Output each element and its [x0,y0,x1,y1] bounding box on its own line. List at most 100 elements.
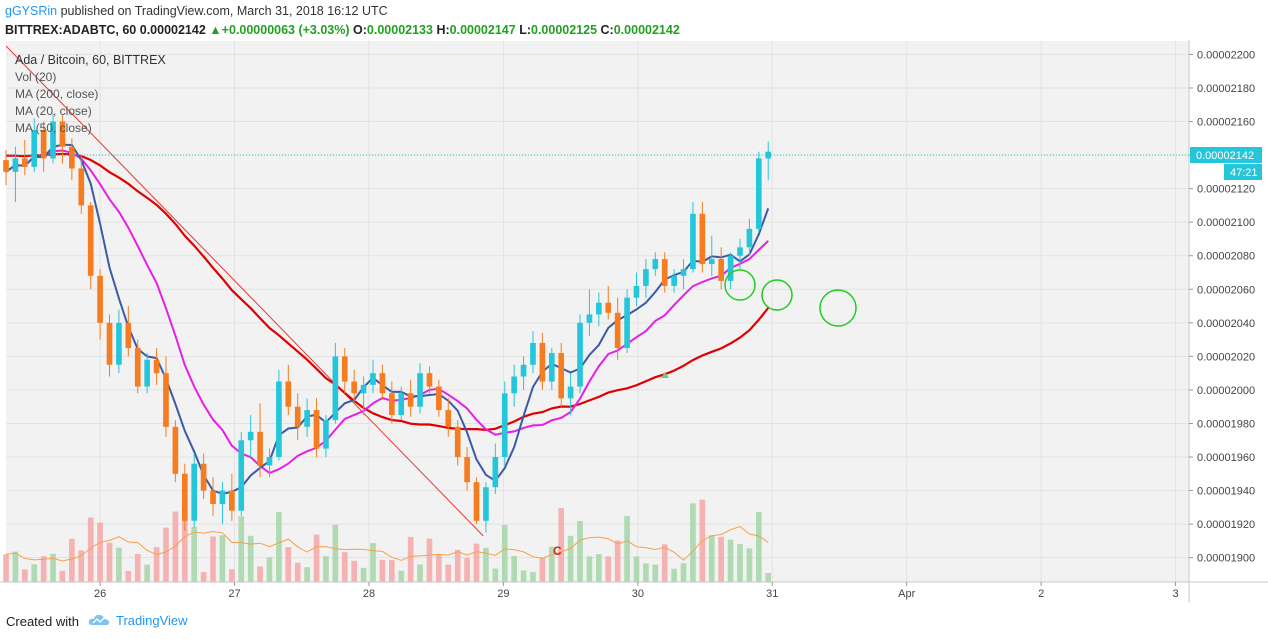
price-chart[interactable]: C Ada / Bitcoin, 60, BITTREX Vol (20) MA… [0,40,1268,603]
y-tick-label: 0.00002060 [1197,284,1255,296]
candle-body [294,406,301,427]
candle-body [125,322,132,348]
candle-body [652,259,659,270]
tradingview-cloud-icon [88,614,109,625]
volume-bar [765,573,772,582]
candle-body [718,259,725,281]
x-tick-label: Apr [898,588,915,600]
volume-bar [181,514,188,582]
volume-bar [454,549,461,582]
candle-body [144,359,150,387]
candle-body [266,457,273,466]
candle-body [116,322,122,365]
candle-body [304,410,310,427]
candle-body [276,381,282,458]
candle-body [746,228,753,248]
countdown-tag-bg [1224,164,1262,180]
volume-bar [3,554,9,582]
candle-body [40,129,47,159]
candle-body [229,490,235,511]
candle-body [680,269,687,276]
x-tick-label: 26 [94,588,106,600]
volume-bar [492,568,499,582]
volume-bar [530,572,536,582]
username-link[interactable]: gGYSRin [5,4,58,18]
candle-body [661,259,668,286]
footer: Created with TradingView [0,603,1268,639]
trendline[interactable] [5,45,484,537]
legend-vol: Vol (20) [15,70,56,84]
volume-bar [341,552,348,582]
candle-body [360,384,367,394]
volume-bar [718,536,725,582]
candle-body [398,393,405,416]
volume-bar [577,521,583,582]
candle-body [31,129,38,167]
candle-body [351,381,358,394]
volume-bar [163,527,169,582]
volume-bar [304,567,310,582]
close-label: C: [600,23,614,37]
volume-bar [134,554,141,582]
volume-bar [737,544,743,582]
volume-bar [21,569,28,582]
candle-body [586,314,593,323]
candle-body [210,490,216,504]
volume-bar [398,570,405,582]
candle-body [417,373,423,407]
legend-title: Ada / Bitcoin, 60, BITTREX [15,53,166,67]
y-tick-label: 0.00002040 [1197,318,1255,330]
x-tick-label: 2 [1038,588,1044,600]
volume-bar [558,508,565,582]
volume-bar [12,551,19,582]
candle-body [596,302,602,315]
x-tick-label: 31 [766,588,778,600]
candle-body [323,420,329,449]
candle-body [238,440,245,511]
candle-body [445,410,452,427]
candle-body [78,168,85,206]
candle-body [633,285,640,298]
open-label: O: [353,23,367,37]
candle-body [313,410,320,449]
candle-body [106,322,113,365]
volume-bar [351,560,358,582]
volume-bars [3,499,772,582]
volume-bar [78,550,85,582]
y-tick-label: 0.00002120 [1197,184,1255,196]
last-price: 0.00002142 [139,23,206,37]
candle-body [577,322,583,387]
last-price-tag-value: 0.00002142 [1196,150,1254,162]
volume-bar [511,555,517,582]
volume-bar [219,535,226,582]
volume-bar [548,546,555,582]
volume-bar [661,544,668,582]
candle-body [708,259,715,265]
volume-bar [388,559,395,582]
published-text: published on TradingView.com, March 31, … [60,4,388,18]
volume-bar [294,562,301,582]
y-tick-label: 0.00001960 [1197,452,1255,464]
x-tick-label: 3 [1172,588,1178,600]
volume-bar [210,536,216,582]
candle-body [200,463,207,491]
volume-bar [87,517,94,582]
symbol-label: BITTREX:ADABTC, 60 [5,23,137,37]
candle-body [614,312,621,348]
volume-bar [567,535,574,582]
candle-body [191,463,198,521]
ma20-line [5,143,770,495]
candle-body [163,373,169,427]
x-tick-label: 29 [497,588,509,600]
legend-ma200: MA (200, close) [15,87,98,101]
highlight-circle-1 [724,269,756,301]
y-tick-label: 0.00001940 [1197,486,1255,498]
candle-body [407,393,414,407]
y-tick-label: 0.00002080 [1197,251,1255,263]
tradingview-brand[interactable]: TradingView [88,611,188,628]
candle-body [181,473,188,521]
candle-body [172,426,179,474]
volume-bar [473,543,480,582]
signal-triangle-icon [661,372,669,378]
candle-body [21,158,28,167]
